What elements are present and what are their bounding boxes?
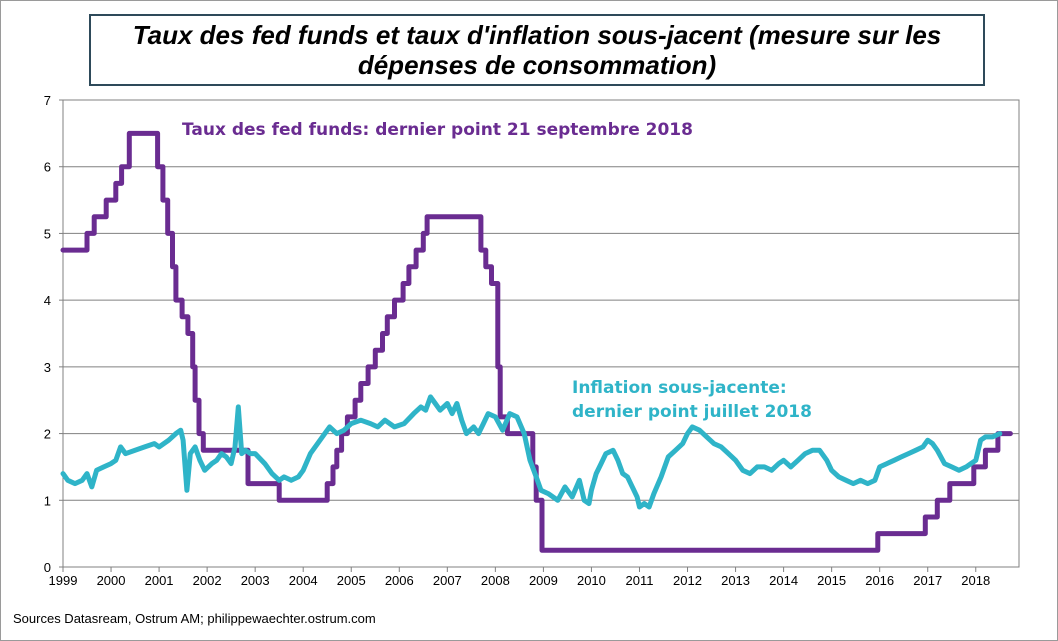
x-tick-label: 2000: [97, 573, 126, 588]
plot-area: [62, 99, 1020, 568]
x-tick-labels: 1999 2000 2001 2002 2003 2004 2005 2006 2007 2008…: [49, 573, 991, 588]
y-tick-label: 0: [44, 560, 51, 575]
x-tick-label: 2008: [481, 573, 510, 588]
y-tick-label: 6: [44, 160, 51, 175]
x-tick-label: 2007: [433, 573, 462, 588]
annotation-fed_funds: Taux des fed funds: dernier point 21 sep…: [182, 120, 693, 140]
y-tick-labels: 0 1 2 3 4 5 6 7: [44, 93, 51, 575]
x-tick-label: 2006: [385, 573, 414, 588]
x-tick-label: 2010: [577, 573, 606, 588]
annotations: Taux des fed funds: dernier point 21 sep…: [182, 120, 812, 422]
x-tick-label: 2012: [673, 573, 702, 588]
y-tick-label: 1: [44, 493, 51, 508]
y-tick-label: 5: [44, 226, 51, 241]
annotation-core_inflation: Inflation sous-jacente:: [572, 378, 787, 398]
x-tick-label: 2016: [865, 573, 894, 588]
x-tick-label: 2009: [529, 573, 558, 588]
x-tick-label: 2014: [769, 573, 798, 588]
x-tick-label: 2001: [145, 573, 174, 588]
x-tick-label: 2005: [337, 573, 366, 588]
y-tick-label: 4: [44, 293, 51, 308]
chart-title: Taux des fed funds et taux d'inflation s…: [132, 20, 942, 80]
fed_funds-line: [60, 130, 1013, 553]
x-tick-label: 2002: [193, 573, 222, 588]
y-tick-label: 2: [44, 427, 51, 442]
y-tick-label: 7: [44, 93, 51, 108]
series-lines: [60, 130, 1013, 553]
x-tick-label: 2013: [721, 573, 750, 588]
x-tick-label: 2017: [913, 573, 942, 588]
x-tick-label: 2004: [289, 573, 318, 588]
x-tick-label: 2018: [961, 573, 990, 588]
source-note: Sources Datasream, Ostrum AM; philippewa…: [13, 611, 376, 626]
y-tick-label: 3: [44, 360, 51, 375]
title-box: Taux des fed funds et taux d'inflation s…: [89, 14, 985, 86]
x-tick-label: 2003: [241, 573, 270, 588]
core_inflation-line: [60, 394, 1003, 510]
x-tick-label: 2011: [625, 573, 653, 588]
x-tick-label: 1999: [49, 573, 78, 588]
x-tick-label: 2015: [817, 573, 846, 588]
annotation-core_inflation: dernier point juillet 2018: [572, 402, 812, 422]
